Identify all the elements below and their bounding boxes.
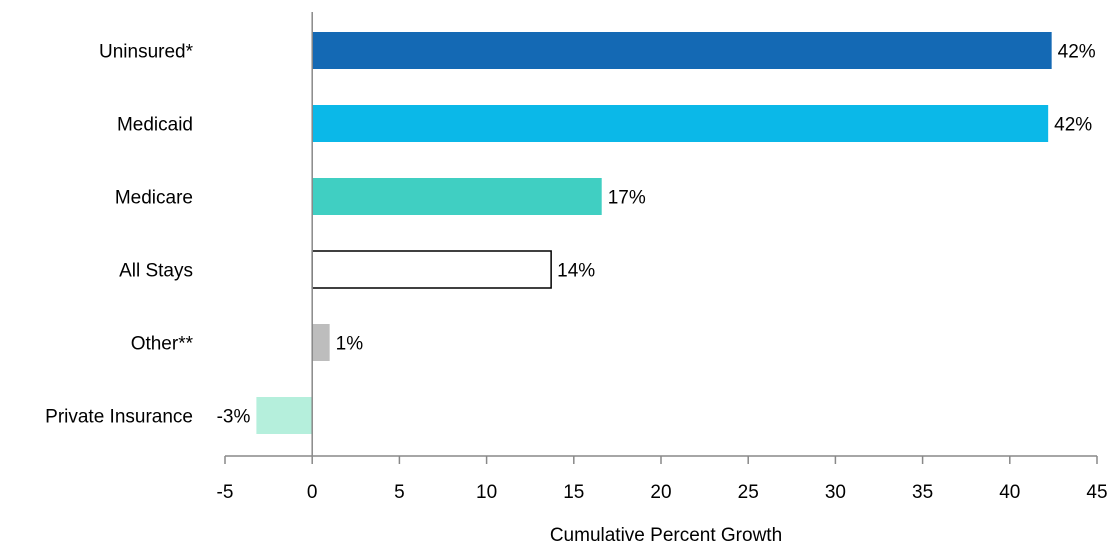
data-label-medicare: 17% [608,188,646,209]
x-tick-label-35: 35 [912,482,933,503]
x-tick-label-neg5: -5 [217,482,234,503]
data-label-private-insurance: -3% [217,407,251,428]
category-label-other: Other** [131,334,194,355]
x-tick-label-15: 15 [563,482,584,503]
axes-layer [224,12,1098,464]
x-tick-label-40: 40 [999,482,1020,503]
x-tick-label-45: 45 [1086,482,1107,503]
category-label-medicaid: Medicaid [117,115,193,136]
bar-private-insurance [256,397,313,434]
data-label-all-stays: 14% [557,261,595,282]
x-tick-label-25: 25 [738,482,759,503]
data-label-medicaid: 42% [1054,115,1092,136]
bar-all-stays [311,250,552,289]
category-label-uninsured: Uninsured* [99,42,194,63]
data-label-uninsured: 42% [1058,42,1096,63]
bar-uninsured [312,32,1052,69]
x-axis-title: Cumulative Percent Growth [550,525,782,546]
category-label-medicare: Medicare [115,188,193,209]
bar-other [312,324,330,361]
bar-medicaid [312,105,1049,142]
bars-layer [256,32,1052,434]
x-tick-label-5: 5 [394,482,405,503]
data-label-other: 1% [336,334,364,355]
category-label-private-insurance: Private Insurance [45,407,193,428]
x-tick-label-30: 30 [825,482,846,503]
x-tick-label-20: 20 [650,482,671,503]
category-label-all-stays: All Stays [119,261,193,282]
x-tick-label-0: 0 [307,482,318,503]
x-tick-label-10: 10 [476,482,497,503]
labels-layer: Uninsured* 42% Medicaid 42% Medicare 17% All S… [45,42,1107,504]
bar-medicare [312,178,602,215]
